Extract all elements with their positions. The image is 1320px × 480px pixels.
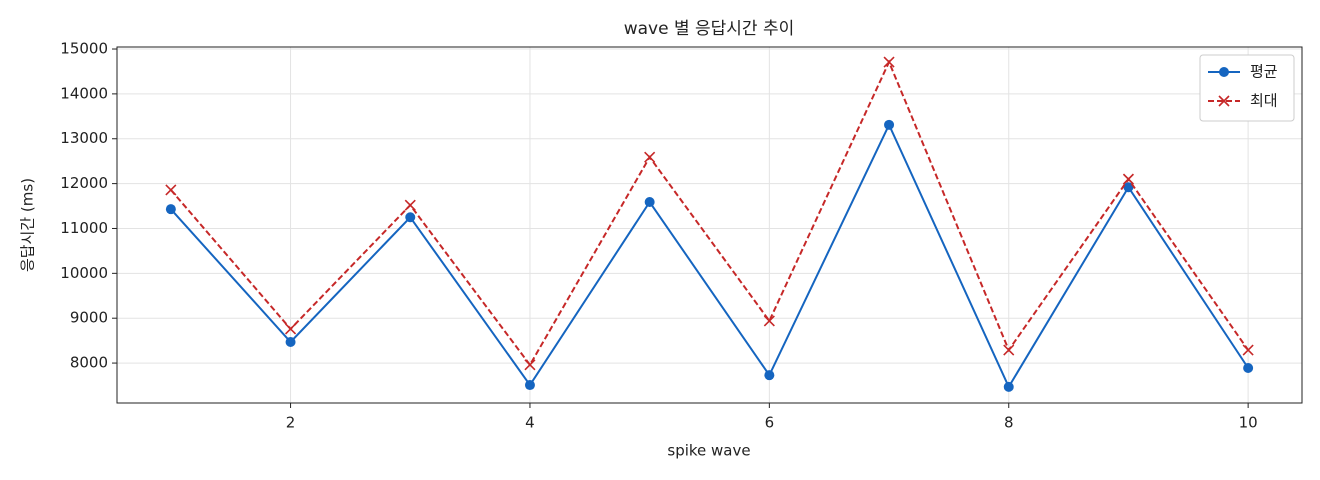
- y-tick-label: 14000: [60, 84, 108, 102]
- legend-marker: [1218, 95, 1230, 107]
- y-tick-label: 15000: [60, 40, 108, 58]
- x-tick-label: 8: [1004, 414, 1014, 432]
- marker: [165, 204, 176, 215]
- marker: [1123, 182, 1134, 193]
- x-tick-label: 2: [286, 414, 296, 432]
- marker: [1243, 363, 1254, 374]
- marker: [1003, 381, 1014, 392]
- marker: [165, 184, 177, 196]
- marker: [404, 199, 416, 211]
- marker: [764, 370, 775, 381]
- legend-box: [1199, 54, 1295, 122]
- x-tick-label: 6: [765, 414, 775, 432]
- x-tick-label: 10: [1239, 414, 1258, 432]
- y-tick-label: 12000: [60, 174, 108, 192]
- chart-title: wave 별 응답시간 추이: [624, 19, 795, 39]
- marker: [1242, 344, 1254, 356]
- legend-marker: [1219, 67, 1229, 77]
- marker: [644, 151, 656, 163]
- marker: [524, 380, 535, 391]
- y-tick-label: 11000: [60, 219, 108, 237]
- y-axis-label: 응답시간 (ms): [19, 178, 37, 272]
- marker: [763, 315, 775, 327]
- marker: [884, 119, 895, 130]
- marker: [405, 212, 416, 223]
- x-axis-label: spike wave: [667, 442, 750, 460]
- y-tick-label: 9000: [70, 309, 108, 327]
- series-line: [170, 59, 1249, 367]
- marker: [285, 336, 296, 347]
- marker: [1003, 344, 1015, 356]
- y-tick-label: 10000: [60, 264, 108, 282]
- marker: [284, 323, 297, 335]
- x-tick-label: 4: [525, 414, 535, 432]
- y-tick-label: 13000: [60, 129, 108, 147]
- marker: [1122, 173, 1135, 185]
- marker: [524, 359, 536, 371]
- y-tick-label: 8000: [70, 354, 108, 372]
- marker: [644, 197, 655, 208]
- series-line: [170, 122, 1249, 389]
- legend-label: 평균: [1250, 63, 1278, 81]
- marker: [883, 56, 895, 68]
- plot-frame: [116, 46, 1303, 404]
- legend-label: 최대: [1250, 92, 1278, 110]
